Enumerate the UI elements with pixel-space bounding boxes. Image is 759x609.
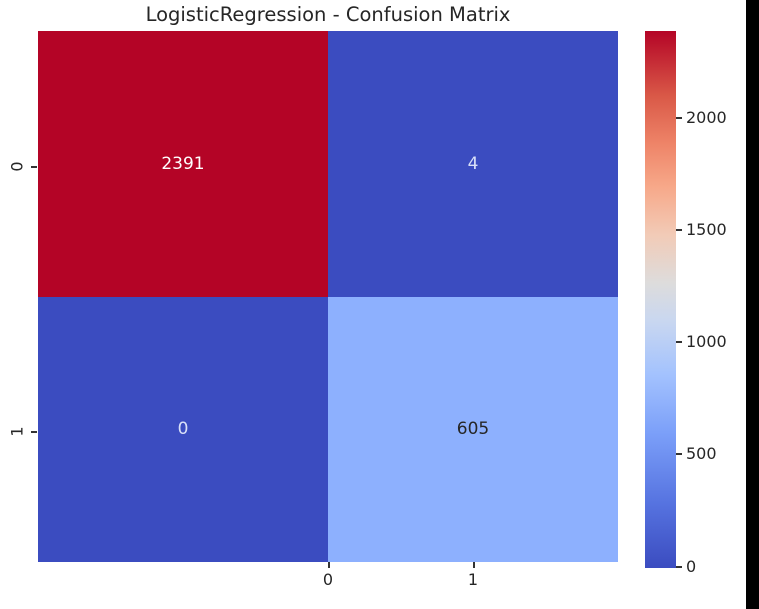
x-axis-tick-mark-0	[328, 562, 330, 568]
matrix-cell-1-0[interactable]: 0	[38, 296, 328, 562]
matrix-cell-value: 605	[456, 419, 490, 440]
x-axis-tick-label-0: 0	[322, 570, 334, 589]
matrix-cell-value: 4	[467, 153, 479, 174]
colorbar-tick-mark-2000	[676, 117, 682, 119]
colorbar-tick-label-1500: 1500	[686, 220, 727, 239]
colorbar-gradient	[645, 31, 676, 568]
y-axis-tick-text: 1	[7, 426, 27, 437]
matrix-cell-value: 0	[177, 419, 189, 440]
colorbar-tick-label-500: 500	[686, 444, 717, 463]
x-axis-tick-label-1: 1	[467, 570, 479, 589]
right-edge-strip	[746, 0, 759, 609]
heatmap-plot-area: 2391 4 0 605	[38, 31, 618, 562]
matrix-cell-1-1[interactable]: 605	[328, 296, 618, 562]
matrix-cell-0-0[interactable]: 2391	[38, 31, 328, 297]
chart-title: LogisticRegression - Confusion Matrix	[145, 3, 511, 26]
colorbar-tick-label-0: 0	[686, 557, 697, 576]
y-axis-tick-mark-1	[31, 431, 37, 433]
x-axis-tick-mark-1	[473, 562, 475, 568]
y-axis-tick-label-1: 1	[6, 422, 28, 441]
matrix-cell-0-1[interactable]: 4	[328, 31, 618, 297]
y-axis-tick-text: 0	[7, 161, 27, 172]
colorbar-tick-mark-1000	[676, 341, 682, 343]
matrix-cell-value: 2391	[161, 153, 205, 174]
colorbar-tick-mark-1500	[676, 229, 682, 231]
y-axis-tick-mark-0	[31, 166, 37, 168]
colorbar-tick-label-1000: 1000	[686, 332, 727, 351]
y-axis-tick-label-0: 0	[6, 157, 28, 176]
colorbar-tick-label-2000: 2000	[686, 108, 727, 127]
colorbar-tick-mark-0	[676, 566, 682, 568]
colorbar-tick-mark-500	[676, 453, 682, 455]
